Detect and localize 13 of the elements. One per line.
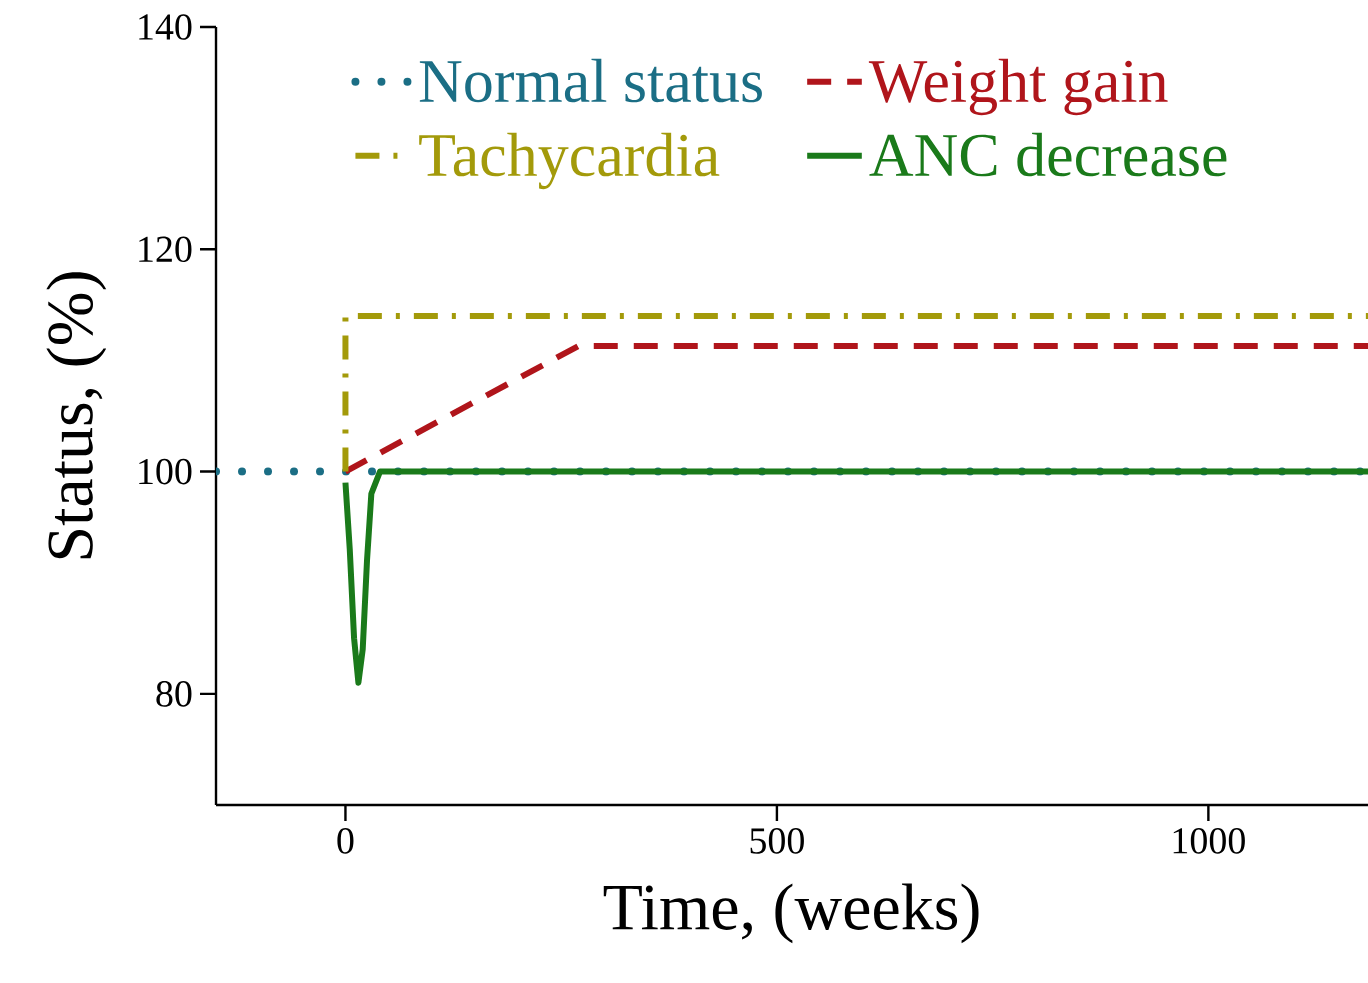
x-axis-title: Time, (weeks) bbox=[603, 883, 979, 944]
x-tick-label: 0 bbox=[337, 828, 354, 854]
y-tick-label: 100 bbox=[139, 458, 192, 485]
x-tick-label: 1000 bbox=[1173, 828, 1245, 854]
y-axis-title: Status, (%) bbox=[46, 272, 107, 559]
y-tick-label: 80 bbox=[156, 681, 192, 707]
legend-label: Tachycardia bbox=[419, 132, 720, 190]
y-tick-label: 120 bbox=[139, 236, 192, 263]
legend-label: ANC decrease bbox=[869, 132, 1227, 177]
y-tick-label: 140 bbox=[139, 14, 192, 40]
x-tick-label: 500 bbox=[750, 828, 804, 854]
legend-label: Weight gain bbox=[868, 58, 1168, 116]
legend-label: Normal status bbox=[419, 58, 762, 103]
